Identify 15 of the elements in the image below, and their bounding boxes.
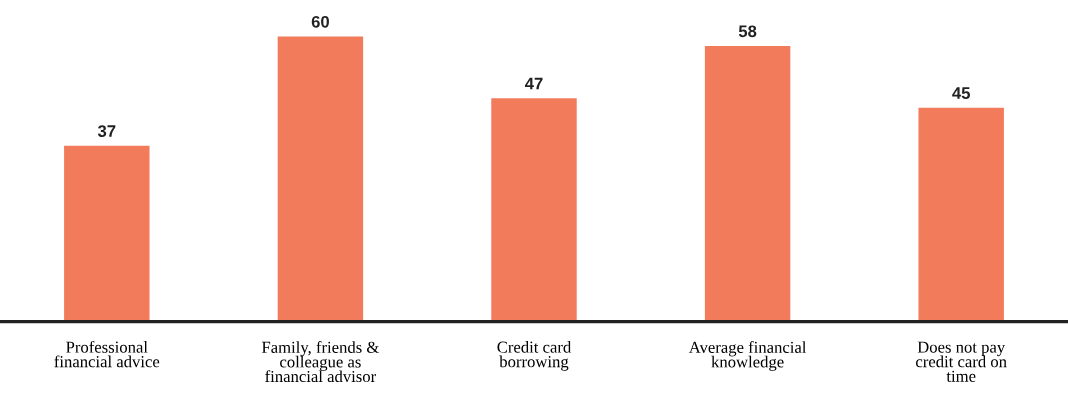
data-label: 47	[524, 77, 543, 90]
data-label: 58	[738, 25, 757, 38]
x-tick-label: Does not pay credit card on time	[916, 341, 1007, 382]
data-label: 45	[952, 87, 971, 99]
data-label: 60	[311, 15, 329, 28]
x-tick-label: Professional financial advice	[54, 340, 160, 368]
bar	[704, 46, 791, 322]
x-tick-label: Family, friends & colleague as financial advisor	[261, 341, 380, 383]
bar	[491, 98, 577, 322]
x-tick-label: Average financial knowledge	[688, 341, 807, 371]
bar	[277, 36, 364, 322]
bar	[918, 107, 1004, 322]
data-label: 37	[97, 125, 116, 137]
x-tick-label: Credit card borrowing	[497, 341, 572, 371]
bar	[64, 145, 150, 322]
